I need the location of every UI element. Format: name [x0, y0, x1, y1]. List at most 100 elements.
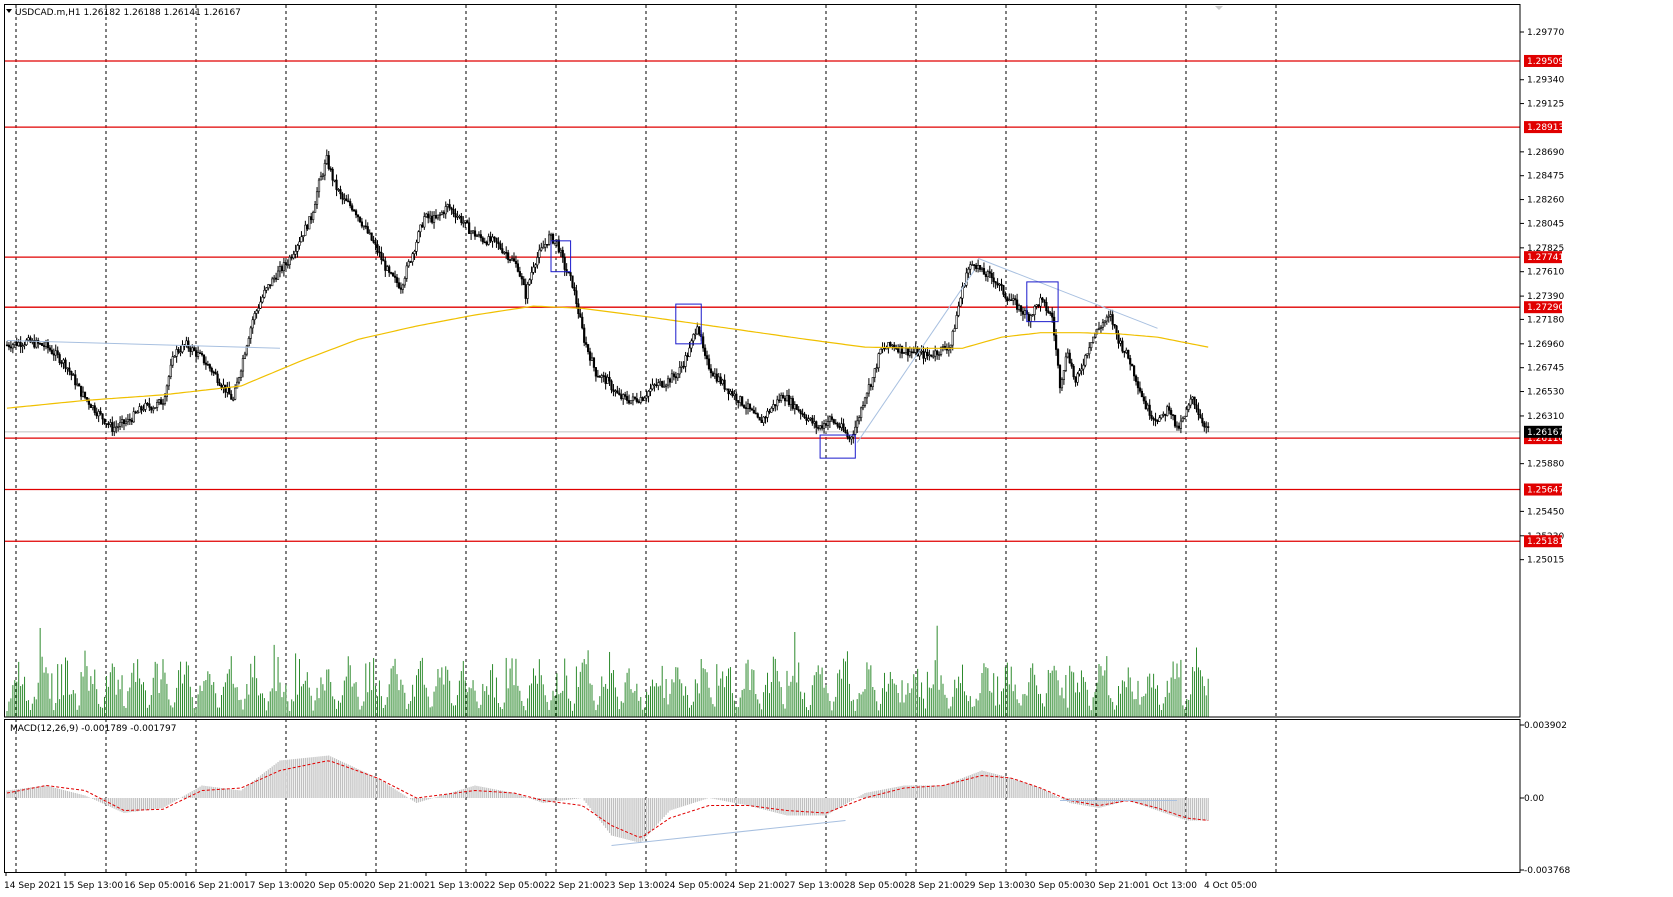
candle-body	[848, 436, 851, 440]
candle-body	[134, 411, 137, 414]
candle-body	[1012, 298, 1015, 301]
candle-body	[1175, 425, 1179, 428]
candle-body	[48, 347, 51, 351]
candle-body	[1156, 420, 1159, 422]
candle-body	[1088, 347, 1091, 355]
candle-body	[787, 395, 791, 405]
candle-body	[505, 252, 508, 254]
candle-body	[904, 348, 908, 353]
candle-body	[770, 407, 773, 413]
candle-body	[391, 272, 395, 277]
candle-body	[1000, 283, 1003, 286]
candle-body	[485, 241, 488, 245]
candle-body	[805, 417, 808, 421]
candle-body	[427, 213, 430, 219]
candle-body	[481, 237, 484, 243]
candle-body	[813, 421, 816, 424]
candle-body	[54, 350, 57, 356]
price-axis-label: 1.27180	[1527, 315, 1564, 325]
candle-body	[403, 278, 406, 286]
candle-body	[1037, 304, 1040, 307]
candle-body	[598, 376, 601, 378]
candle-body	[251, 319, 254, 329]
dropdown-triangle-icon[interactable]	[6, 9, 12, 13]
candle-body	[237, 377, 241, 383]
candle-body	[826, 421, 830, 426]
candle-body	[951, 330, 954, 346]
trendline	[977, 257, 1158, 329]
candle-body	[510, 258, 514, 261]
candle-body	[567, 271, 570, 274]
candle-body	[557, 239, 560, 253]
candle-body	[1207, 426, 1210, 428]
candle-body	[926, 351, 929, 357]
candle-body	[368, 232, 371, 235]
candle-body	[319, 176, 323, 181]
candle-body	[1164, 413, 1167, 416]
candle-body	[1049, 312, 1052, 314]
candle-body	[594, 367, 597, 377]
candle-body	[705, 355, 709, 360]
candle-body	[42, 345, 46, 347]
candle-body	[333, 179, 336, 182]
candle-body	[107, 423, 110, 425]
candle-body	[317, 179, 321, 193]
candle-body	[897, 348, 900, 353]
candle-body	[932, 355, 935, 358]
candle-body	[1160, 414, 1163, 419]
candle-body	[863, 397, 867, 406]
time-axis-label: 30 Sep 21:00	[1084, 881, 1144, 891]
candle-body	[337, 189, 340, 191]
candle-body	[74, 374, 77, 386]
candle-body	[666, 378, 670, 386]
time-axis-label: 17 Sep 13:00	[244, 881, 304, 891]
candle-body	[1094, 333, 1097, 338]
candle-body	[292, 253, 295, 259]
candle-body	[1084, 355, 1087, 366]
candle-body	[514, 260, 518, 265]
candle-body	[737, 400, 740, 403]
candle-body	[1058, 365, 1062, 389]
candle-body	[561, 249, 564, 258]
candle-body	[493, 236, 496, 239]
candle-body	[586, 344, 590, 352]
level-tag	[1524, 483, 1562, 496]
candle-body	[1152, 418, 1155, 420]
candle-body	[1121, 340, 1124, 352]
candle-body	[776, 399, 779, 407]
level-tag-label: 1.27290	[1527, 303, 1564, 313]
candle-body	[444, 206, 447, 215]
volume-bars	[6, 625, 1209, 717]
candle-body	[415, 241, 418, 252]
candle-body	[620, 394, 623, 399]
candle-body	[766, 410, 769, 418]
price-axis-label: 1.25880	[1527, 460, 1564, 470]
candle-body	[994, 281, 997, 284]
candle-body	[1082, 364, 1085, 370]
candle-body	[206, 364, 209, 366]
candle-body	[1158, 417, 1161, 422]
candle-body	[19, 342, 22, 347]
candle-body	[1070, 362, 1073, 367]
candle-body	[352, 209, 356, 212]
price-axis-label: 1.27825	[1527, 244, 1564, 254]
level-tag-label: 1.25647	[1527, 486, 1564, 496]
candle-body	[629, 400, 633, 404]
candle-body	[60, 362, 63, 364]
candle-body	[434, 215, 438, 219]
candle-body	[990, 272, 993, 279]
candle-body	[1111, 314, 1114, 325]
candle-body	[780, 395, 783, 401]
candle-body	[419, 224, 422, 233]
candle-body	[1187, 404, 1190, 410]
candle-body	[468, 222, 471, 234]
candle-body	[1189, 398, 1192, 406]
candle-body	[1127, 349, 1130, 359]
candle-body	[1123, 350, 1126, 353]
candle-body	[524, 284, 527, 299]
candle-body	[471, 230, 475, 233]
candle-body	[988, 271, 991, 274]
candle-body	[1172, 414, 1175, 416]
candle-body	[1148, 404, 1151, 416]
